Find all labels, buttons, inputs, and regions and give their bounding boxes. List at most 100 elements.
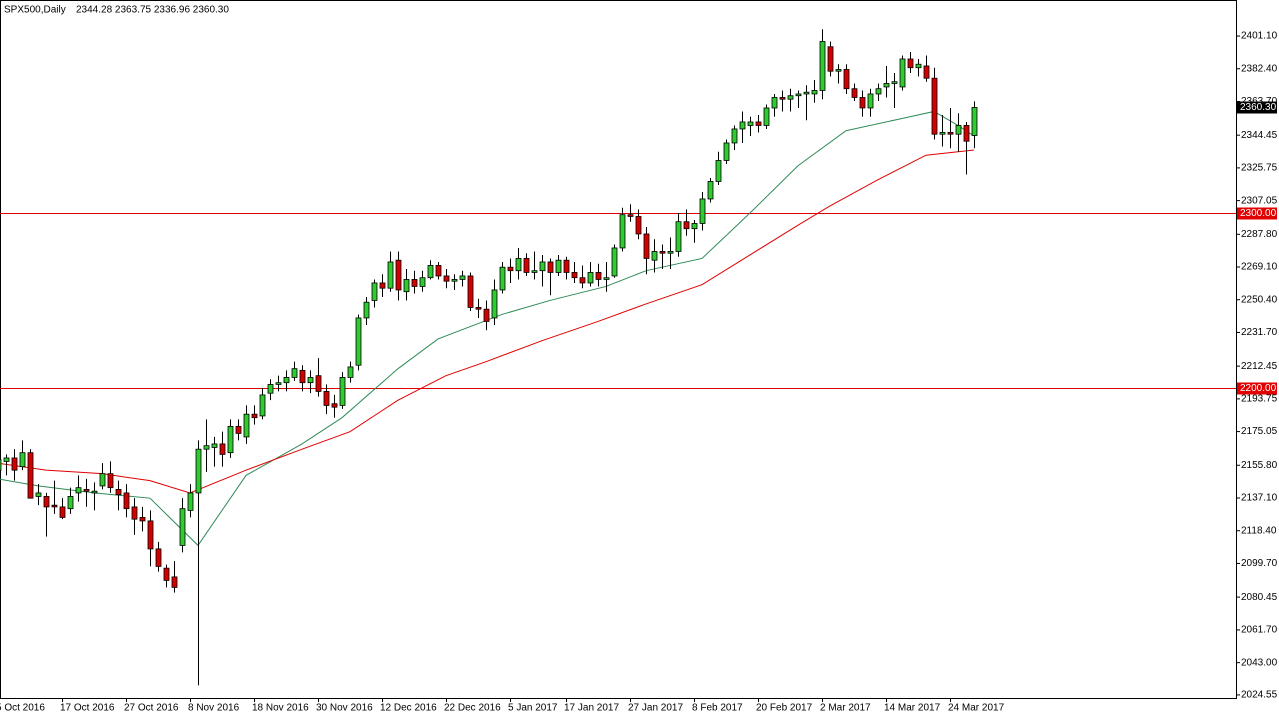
candle-body — [187, 492, 194, 511]
candle-body — [827, 46, 834, 72]
candle-body — [875, 88, 882, 95]
candle-body — [155, 548, 162, 567]
candle-body — [915, 63, 922, 69]
y-tick-label: 2212.45 — [1241, 361, 1278, 372]
candle-body — [643, 233, 650, 259]
candle-body — [331, 403, 338, 408]
candle-body — [867, 93, 874, 109]
x-tick-label: 2 Mar 2017 — [820, 703, 871, 714]
candle-body — [603, 277, 610, 280]
candle-body — [707, 181, 714, 200]
candle-body — [75, 487, 82, 494]
candle-body — [675, 221, 682, 252]
candle-body — [219, 443, 226, 455]
candle-body — [411, 279, 418, 287]
candle-body — [627, 214, 634, 217]
candle-body — [923, 65, 930, 79]
candle-body — [91, 490, 98, 494]
candle-body — [851, 88, 858, 98]
candle-body — [715, 160, 722, 182]
x-tick-label: 8 Nov 2016 — [188, 703, 240, 714]
candle-body — [587, 272, 594, 284]
candle-body — [739, 121, 746, 130]
candle-body — [939, 132, 946, 135]
x-tick-label: 5 Oct 2016 — [0, 703, 45, 714]
candle-body — [323, 391, 330, 406]
candle-body — [475, 307, 482, 310]
y-tick-label: 2250.40 — [1241, 294, 1278, 305]
candle-body — [963, 125, 970, 142]
y-tick-label: 2231.70 — [1241, 327, 1278, 338]
candle-body — [419, 277, 426, 287]
candle-body — [523, 258, 530, 273]
candle-body — [835, 69, 842, 72]
price-label: 2300.00 — [1240, 208, 1277, 219]
y-tick-label: 2024.55 — [1241, 690, 1278, 701]
candle-body — [243, 413, 250, 438]
moving-average-line — [0, 110, 975, 547]
candle-body — [843, 69, 850, 90]
candle-body — [59, 506, 66, 518]
x-tick-label: 8 Feb 2017 — [692, 703, 743, 714]
candle-body — [611, 247, 618, 277]
candle-body — [171, 576, 178, 588]
plot-frame — [0, 0, 1237, 699]
candle-body — [395, 259, 402, 291]
candle-body — [859, 97, 866, 109]
candle-body — [147, 520, 154, 550]
price-label: 2200.00 — [1240, 383, 1277, 394]
candle-body — [363, 301, 370, 319]
candle-body — [227, 426, 234, 454]
candle-body — [315, 375, 322, 392]
candle-body — [971, 107, 978, 136]
candle-body — [403, 279, 410, 293]
y-tick-label: 2193.75 — [1241, 394, 1278, 405]
candle-body — [955, 125, 962, 135]
candle-body — [67, 496, 74, 510]
candle-body — [43, 496, 50, 508]
candle-body — [723, 142, 730, 161]
candle-body — [771, 97, 778, 109]
price-label-box — [1237, 207, 1277, 220]
candle-body — [539, 261, 546, 272]
y-tick-label: 2344.45 — [1241, 130, 1278, 141]
candle-body — [619, 214, 626, 249]
y-tick-label: 2269.10 — [1241, 262, 1278, 273]
candle-body — [275, 382, 282, 385]
candle-body — [451, 279, 458, 282]
candle-body — [3, 457, 10, 462]
x-tick-label: 5 Jan 2017 — [508, 703, 558, 714]
candle-body — [427, 265, 434, 279]
candle-body — [211, 443, 218, 448]
x-tick-label: 12 Dec 2016 — [380, 703, 437, 714]
candle-body — [819, 41, 826, 91]
candle-body — [259, 394, 266, 417]
y-tick-label: 2061.70 — [1241, 625, 1278, 636]
candle-body — [27, 452, 34, 499]
x-tick-label: 22 Dec 2016 — [444, 703, 501, 714]
candle-body — [899, 58, 906, 88]
candle-body — [563, 259, 570, 273]
y-tick-label: 2043.00 — [1241, 657, 1278, 668]
x-tick-label: 30 Nov 2016 — [316, 703, 373, 714]
candle-body — [803, 91, 810, 95]
candle-body — [251, 413, 258, 419]
y-tick-label: 2287.80 — [1241, 229, 1278, 240]
candle-body — [787, 95, 794, 100]
last-price-box — [1237, 101, 1277, 114]
y-tick-label: 2382.40 — [1241, 63, 1278, 74]
candle-body — [571, 272, 578, 279]
y-tick-label: 2155.80 — [1241, 460, 1278, 471]
candle-body — [763, 107, 770, 126]
last-price-label: 2360.30 — [1240, 102, 1277, 113]
candle-body — [291, 368, 298, 378]
candle-body — [755, 121, 762, 126]
x-tick-label: 14 Mar 2017 — [884, 703, 941, 714]
candle-body — [691, 223, 698, 230]
moving-average-line — [0, 149, 975, 494]
candle-body — [483, 308, 490, 322]
candle-body — [299, 370, 306, 384]
candle-body — [659, 251, 666, 254]
candle-body — [235, 426, 242, 434]
candle-body — [267, 384, 274, 394]
